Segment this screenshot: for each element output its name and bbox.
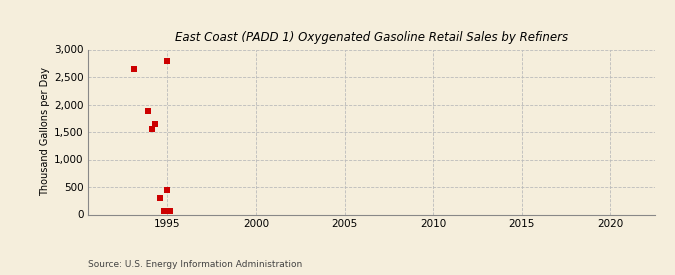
Y-axis label: Thousand Gallons per Day: Thousand Gallons per Day (40, 67, 50, 197)
Point (150, 122, 161, 126)
Point (165, 209, 176, 213)
Point (155, 196, 166, 200)
Point (161, 188, 172, 192)
Point (162, 58, 173, 63)
Text: Source: U.S. Energy Information Administration: Source: U.S. Energy Information Administ… (88, 260, 302, 269)
Point (146, 126, 157, 131)
Title: East Coast (PADD 1) Oxygenated Gasoline Retail Sales by Refiners: East Coast (PADD 1) Oxygenated Gasoline … (175, 31, 568, 44)
Point (142, 109, 153, 113)
Point (159, 209, 169, 213)
Point (128, 67, 139, 71)
